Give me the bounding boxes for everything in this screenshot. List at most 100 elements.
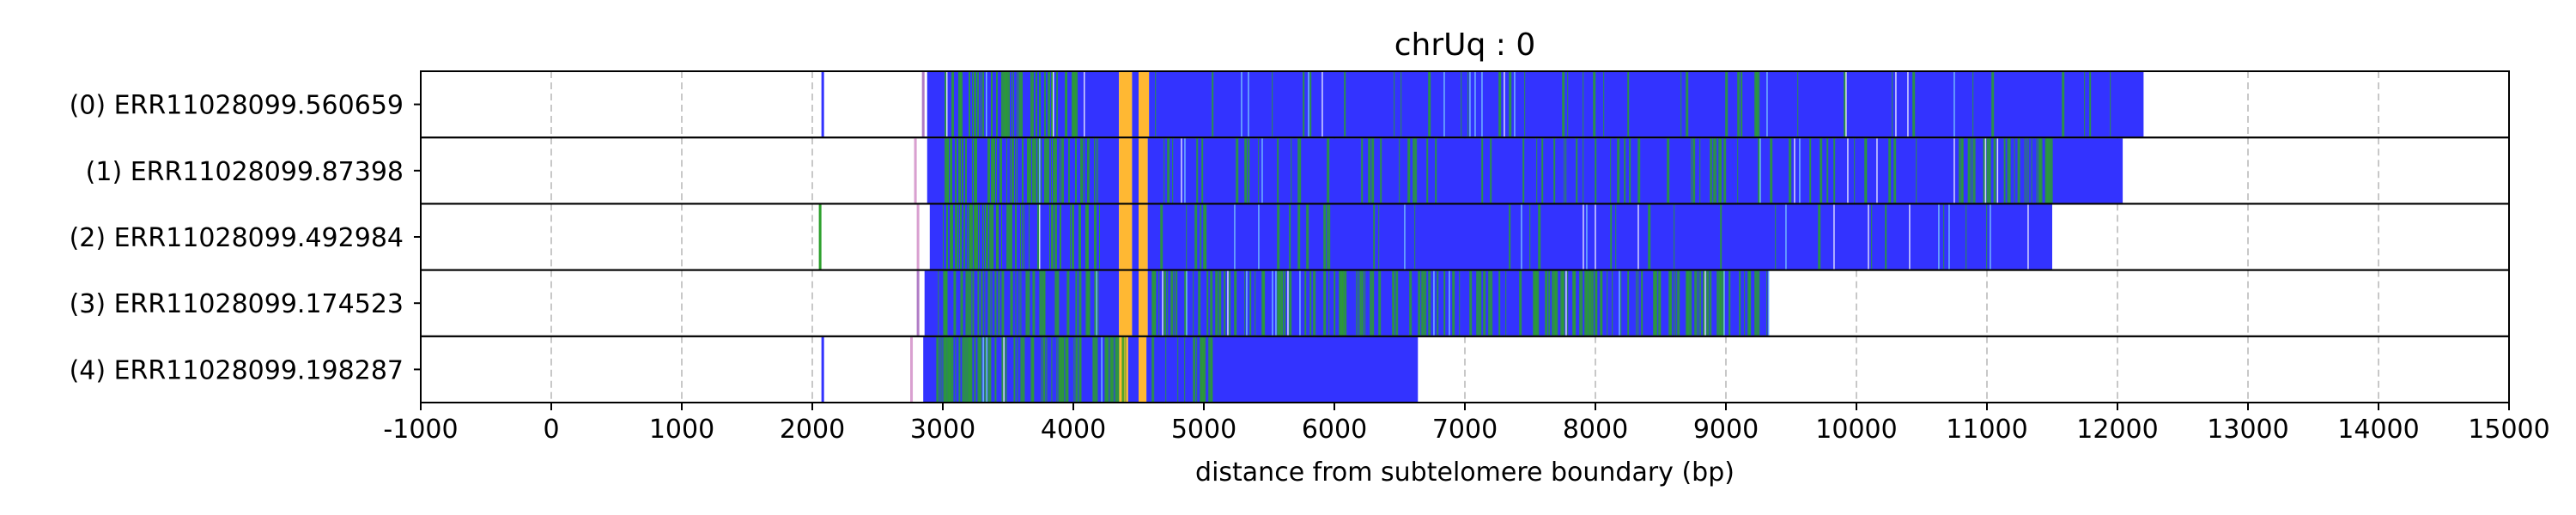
repeat-stripe [1065, 336, 1068, 402]
repeat-stripe [1277, 138, 1279, 203]
repeat-stripe [1892, 72, 1893, 137]
repeat-stripe [1070, 204, 1071, 270]
repeat-stripe [1104, 336, 1108, 402]
repeat-stripe [1066, 336, 1069, 402]
repeat-stripe [1572, 270, 1576, 336]
gap-stripe [1565, 270, 1567, 336]
repeat-stripe [1680, 72, 1682, 137]
repeat-stripe [951, 72, 954, 137]
repeat-stripe [1359, 270, 1362, 336]
repeat-stripe [1595, 270, 1598, 336]
repeat-stripe [1395, 270, 1399, 336]
cyan-stripe [1990, 204, 1991, 270]
repeat-stripe [1022, 204, 1023, 270]
repeat-stripe [936, 336, 939, 402]
repeat-stripe [970, 336, 973, 402]
repeat-stripe [1160, 204, 1163, 270]
cyan-stripe [1759, 138, 1761, 203]
repeat-stripe [1533, 270, 1536, 336]
x-tick-label: 3000 [910, 415, 975, 445]
repeat-stripe [1044, 138, 1046, 203]
cyan-stripe [1258, 204, 1260, 270]
repeat-stripe [1184, 336, 1186, 402]
repeat-stripe [946, 138, 949, 203]
repeat-stripe [1046, 138, 1048, 203]
repeat-stripe [981, 270, 983, 336]
read-segment [916, 204, 920, 270]
repeat-stripe [1519, 270, 1522, 336]
repeat-stripe [1356, 270, 1358, 336]
repeat-stripe [960, 270, 963, 336]
cyan-stripe [1096, 270, 1097, 336]
repeat-stripe [1051, 336, 1053, 402]
repeat-stripe [1574, 270, 1577, 336]
repeat-stripe [1051, 72, 1054, 137]
repeat-stripe [1416, 138, 1418, 203]
read-segment [1132, 138, 1139, 203]
repeat-stripe [984, 336, 987, 402]
x-tick-label: 9000 [1693, 415, 1759, 445]
gap-stripe [1039, 204, 1041, 270]
repeat-stripe [974, 336, 976, 402]
repeat-stripe [1025, 270, 1028, 336]
repeat-stripe [953, 270, 957, 336]
x-tick-label: 2000 [780, 415, 845, 445]
repeat-stripe [1029, 138, 1030, 203]
repeat-stripe [1452, 270, 1455, 336]
repeat-stripe [1378, 204, 1380, 270]
repeat-stripe [1962, 138, 1964, 203]
cyan-stripe [1938, 204, 1940, 270]
repeat-stripe [945, 138, 946, 203]
repeat-stripe [1186, 204, 1188, 270]
repeat-stripe [1306, 204, 1309, 270]
repeat-stripe [1297, 138, 1300, 203]
repeat-stripe [1200, 204, 1202, 270]
repeat-stripe [960, 204, 962, 270]
repeat-stripe [946, 270, 948, 336]
read-segment [1119, 204, 1133, 270]
repeat-stripe [967, 336, 970, 402]
repeat-stripe [1001, 204, 1002, 270]
repeat-stripe [1490, 270, 1492, 336]
repeat-stripe [1020, 72, 1023, 137]
repeat-stripe [1885, 204, 1887, 270]
repeat-stripe [945, 270, 948, 336]
repeat-stripe [1428, 270, 1431, 336]
repeat-stripe [1426, 138, 1429, 203]
repeat-stripe [1080, 336, 1082, 402]
cyan-stripe [1474, 72, 1476, 137]
repeat-stripe [1006, 204, 1008, 270]
repeat-stripe [1085, 204, 1088, 270]
repeat-stripe [1284, 270, 1286, 336]
repeat-stripe [1437, 270, 1439, 336]
repeat-stripe [1993, 138, 1996, 203]
read-segment [1132, 270, 1139, 336]
repeat-stripe [2008, 138, 2011, 203]
cyan-stripe [1481, 72, 1483, 137]
repeat-stripe [1032, 336, 1035, 402]
repeat-stripe [1715, 138, 1717, 203]
repeat-stripe [1303, 72, 1305, 137]
repeat-stripe [1041, 336, 1042, 402]
repeat-stripe [1888, 138, 1892, 203]
repeat-stripe [1584, 270, 1588, 336]
repeat-stripe [967, 270, 969, 336]
repeat-stripe [1960, 138, 1964, 203]
repeat-stripe [1414, 204, 1416, 270]
repeat-stripe [1111, 336, 1115, 402]
repeat-stripe [1072, 204, 1074, 270]
repeat-stripe [1008, 204, 1010, 270]
repeat-stripe [989, 204, 991, 270]
read-segment [1147, 138, 2123, 203]
repeat-stripe [1203, 204, 1206, 270]
cyan-stripe [1404, 204, 1406, 270]
gap-stripe [1287, 270, 1289, 336]
repeat-stripe [963, 204, 965, 270]
repeat-stripe [958, 72, 961, 137]
repeat-stripe [2026, 138, 2027, 203]
repeat-stripe [994, 138, 995, 203]
repeat-stripe [1505, 270, 1507, 336]
repeat-stripe [1174, 270, 1176, 336]
repeat-stripe [945, 72, 946, 137]
repeat-stripe [1041, 270, 1043, 336]
